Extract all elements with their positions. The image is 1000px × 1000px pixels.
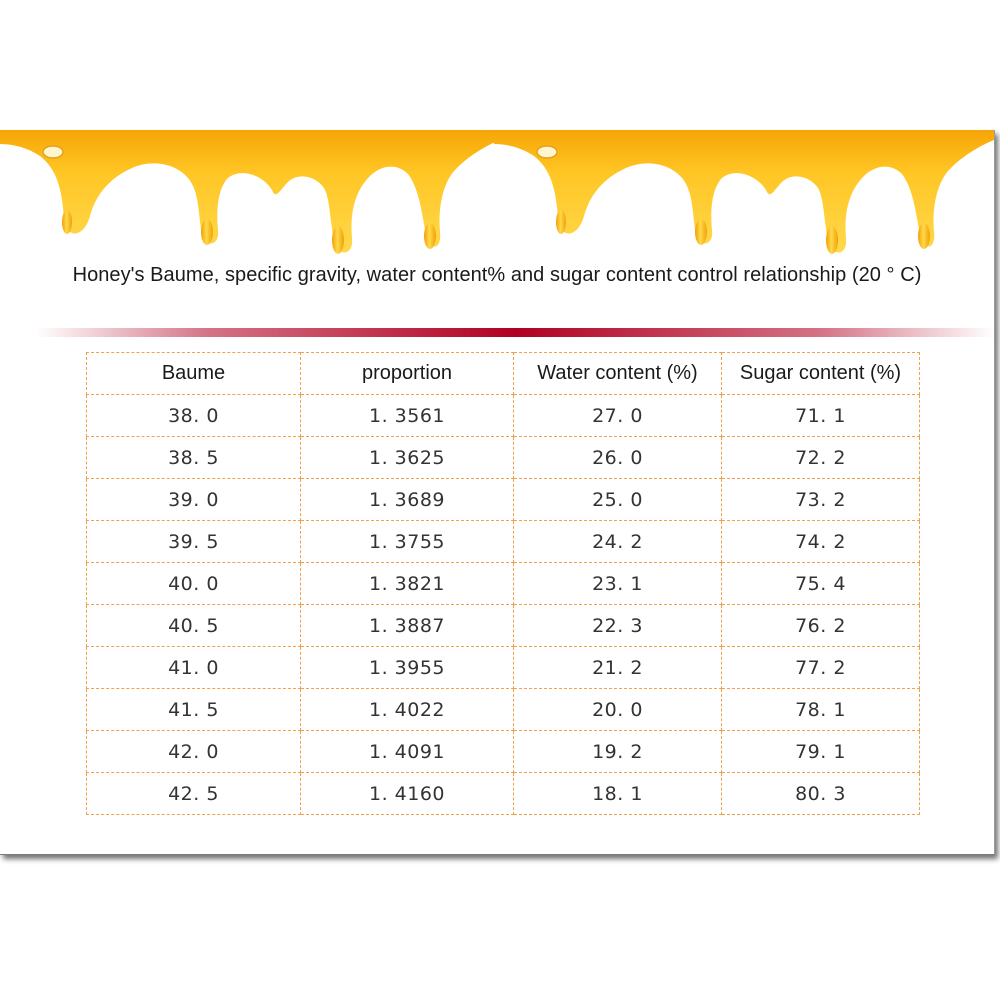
table-cell: 42. 0 <box>86 730 301 773</box>
table-cell: 72. 2 <box>721 436 920 479</box>
table-cell: 25. 0 <box>513 478 722 521</box>
table-cell: 1. 3955 <box>300 646 514 689</box>
table-cell: 27. 0 <box>513 394 722 437</box>
table-cell: 71. 1 <box>721 394 920 437</box>
table-cell: 78. 1 <box>721 688 920 731</box>
table-cell: 77. 2 <box>721 646 920 689</box>
table-cell: 80. 3 <box>721 772 920 815</box>
table-cell: 1. 4091 <box>300 730 514 773</box>
table-cell: 18. 1 <box>513 772 722 815</box>
table-cell: 1. 3689 <box>300 478 514 521</box>
table-cell: 26. 0 <box>513 436 722 479</box>
table-cell: 20. 0 <box>513 688 722 731</box>
column-header-water-content: Water content (%) <box>513 352 722 395</box>
table-row: 38. 0 1. 3561 27. 0 71. 1 <box>86 394 920 437</box>
table-cell: 1. 3561 <box>300 394 514 437</box>
table-cell: 1. 3821 <box>300 562 514 605</box>
table-cell: 42. 5 <box>86 772 301 815</box>
table-cell: 1. 4160 <box>300 772 514 815</box>
table-row: 41. 0 1. 3955 21. 2 77. 2 <box>86 646 920 689</box>
honey-drip-banner <box>0 130 994 255</box>
table-cell: 74. 2 <box>721 520 920 563</box>
column-header-sugar-content: Sugar content (%) <box>721 352 920 395</box>
table-row: 41. 5 1. 4022 20. 0 78. 1 <box>86 688 920 731</box>
table-cell: 22. 3 <box>513 604 722 647</box>
divider-bar <box>36 328 994 337</box>
table-cell: 39. 5 <box>86 520 301 563</box>
column-header-baume: Baume <box>86 352 301 395</box>
table-cell: 79. 1 <box>721 730 920 773</box>
table-cell: 1. 4022 <box>300 688 514 731</box>
honey-table: Baume proportion Water content (%) Sugar… <box>86 352 920 815</box>
table-cell: 76. 2 <box>721 604 920 647</box>
table-row: 42. 5 1. 4160 18. 1 80. 3 <box>86 772 920 815</box>
table-row: 40. 5 1. 3887 22. 3 76. 2 <box>86 604 920 647</box>
table-cell: 41. 0 <box>86 646 301 689</box>
table-cell: 1. 3625 <box>300 436 514 479</box>
table-cell: 39. 0 <box>86 478 301 521</box>
table-cell: 19. 2 <box>513 730 722 773</box>
table-row: 39. 5 1. 3755 24. 2 74. 2 <box>86 520 920 563</box>
table-cell: 1. 3887 <box>300 604 514 647</box>
table-cell: 21. 2 <box>513 646 722 689</box>
table-cell: 24. 2 <box>513 520 722 563</box>
honey-drips <box>0 130 500 254</box>
table-cell: 40. 5 <box>86 604 301 647</box>
table-header-row: Baume proportion Water content (%) Sugar… <box>86 352 920 395</box>
page-title: Honey's Baume, specific gravity, water c… <box>72 264 922 286</box>
table-cell: 1. 3755 <box>300 520 514 563</box>
table-cell: 41. 5 <box>86 688 301 731</box>
table-cell: 38. 5 <box>86 436 301 479</box>
table-row: 38. 5 1. 3625 26. 0 72. 2 <box>86 436 920 479</box>
column-header-proportion: proportion <box>300 352 514 395</box>
table-row: 42. 0 1. 4091 19. 2 79. 1 <box>86 730 920 773</box>
table-cell: 73. 2 <box>721 478 920 521</box>
table-row: 39. 0 1. 3689 25. 0 73. 2 <box>86 478 920 521</box>
table-row: 40. 0 1. 3821 23. 1 75. 4 <box>86 562 920 605</box>
table-cell: 40. 0 <box>86 562 301 605</box>
info-card: Honey's Baume, specific gravity, water c… <box>0 130 995 855</box>
table-cell: 75. 4 <box>721 562 920 605</box>
table-cell: 38. 0 <box>86 394 301 437</box>
table-cell: 23. 1 <box>513 562 722 605</box>
